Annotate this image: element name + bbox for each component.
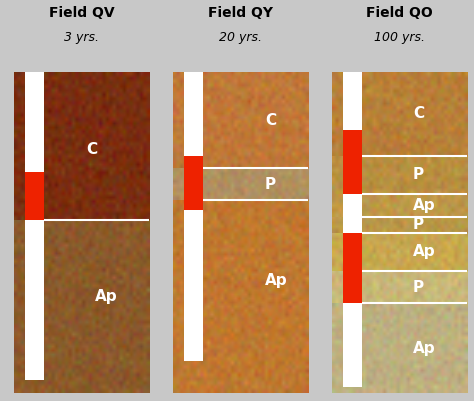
Text: P: P [413, 279, 424, 295]
Text: C: C [413, 106, 424, 122]
Text: Ap: Ap [95, 289, 118, 304]
Text: C: C [86, 142, 97, 157]
Text: C: C [265, 113, 276, 128]
Bar [343, 194, 362, 233]
Text: Field QY: Field QY [208, 6, 273, 20]
Text: Field QO: Field QO [366, 6, 433, 20]
Text: Ap: Ap [413, 244, 436, 259]
Text: Ap: Ap [265, 273, 288, 288]
Bar [184, 72, 203, 156]
Bar [343, 233, 362, 303]
Text: Ap: Ap [413, 198, 436, 213]
Text: P: P [265, 177, 276, 192]
Bar [184, 156, 203, 210]
Text: Field QV: Field QV [49, 6, 115, 20]
Bar [25, 220, 44, 380]
Bar [343, 72, 362, 130]
Bar [25, 172, 44, 220]
Bar [25, 72, 44, 172]
Text: 100 yrs.: 100 yrs. [374, 31, 425, 44]
Bar [343, 130, 362, 194]
Text: P: P [413, 217, 424, 232]
Text: P: P [413, 167, 424, 182]
Bar [184, 210, 203, 361]
Bar [343, 303, 362, 387]
Text: 3 yrs.: 3 yrs. [64, 31, 99, 44]
Text: 20 yrs.: 20 yrs. [219, 31, 262, 44]
Text: Ap: Ap [413, 340, 436, 356]
